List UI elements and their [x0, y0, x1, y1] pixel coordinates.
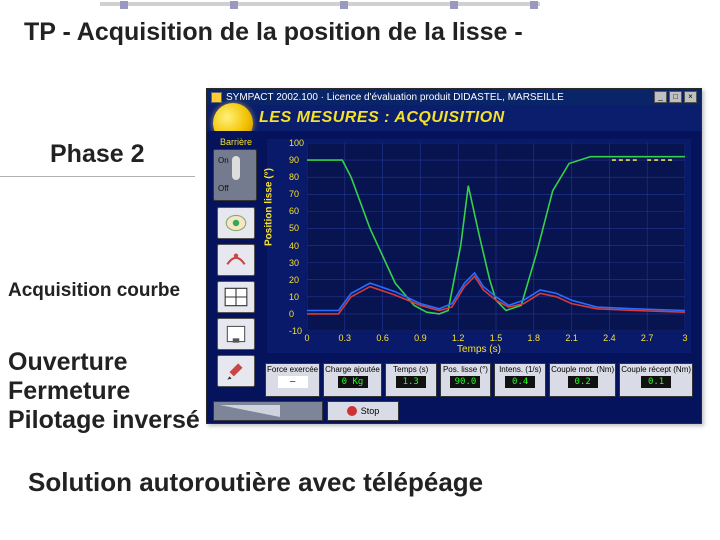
x-tick: 2.4 [603, 333, 616, 343]
status-cell: Intens. (1/s) 0.4 [494, 363, 546, 397]
app-icon [211, 92, 222, 103]
switch-on-label: On [218, 156, 229, 165]
x-tick: 0.6 [376, 333, 389, 343]
status-value: 0 Kg [338, 376, 368, 388]
status-value: 0.4 [505, 376, 535, 388]
status-header: Intens. (1/s) [499, 366, 541, 374]
x-tick: 0.3 [339, 333, 352, 343]
window-title: SYMPACT 2002.100 · Licence d'évaluation … [226, 92, 654, 103]
stop-icon [347, 406, 357, 416]
y-tick: 40 [289, 241, 299, 251]
x-tick: 0.9 [414, 333, 427, 343]
nav-dot [450, 1, 458, 9]
solution-title: Solution autoroutière avec télépéage [28, 467, 483, 498]
ramp-control[interactable] [213, 401, 323, 421]
left-controls: Barrière On Off [213, 137, 259, 383]
status-header: Temps (s) [393, 366, 428, 374]
status-header: Charge ajoutée [325, 366, 380, 374]
phase-underline [0, 176, 195, 177]
plot-area [307, 143, 685, 331]
y-axis-label: Position lisse (°) [264, 168, 275, 246]
workarea: Barrière On Off Position liss [207, 131, 701, 423]
status-cell: Couple mot. (Nm) 0.2 [549, 363, 616, 397]
barriere-switch[interactable]: On Off [213, 149, 257, 201]
y-tick: 60 [289, 206, 299, 216]
y-tick: 20 [289, 275, 299, 285]
y-tick: 10 [289, 292, 299, 302]
mode-ouverture: Ouverture [8, 348, 200, 377]
x-tick: 2.1 [565, 333, 578, 343]
tool-button-5[interactable] [217, 355, 255, 387]
tool-button-2[interactable] [217, 244, 255, 276]
status-header: Couple récept (Nm) [621, 366, 691, 374]
tool-button-4[interactable] [217, 318, 255, 350]
tool-button-1[interactable] [217, 207, 255, 239]
x-tick: 1.2 [452, 333, 465, 343]
status-row: Force exercée — Charge ajoutée 0 Kg Temps (s… [265, 363, 693, 397]
status-value: 0.2 [568, 376, 598, 388]
x-tick: 1.8 [528, 333, 541, 343]
y-tick: 90 [289, 155, 299, 165]
x-tick: 0 [304, 333, 309, 343]
status-cell: Pos. lisse (°) 90.0 [440, 363, 492, 397]
nav-dot [230, 1, 238, 9]
switch-off-label: Off [218, 184, 229, 193]
status-value: — [278, 376, 308, 388]
minimize-button[interactable]: _ [654, 91, 667, 103]
x-axis-label: Temps (s) [457, 344, 501, 355]
status-cell: Force exercée — [265, 363, 320, 397]
tool-button-3[interactable] [217, 281, 255, 313]
status-value: 0.1 [641, 376, 671, 388]
status-header: Couple mot. (Nm) [551, 366, 614, 374]
banner-text: LES MESURES : ACQUISITION [259, 109, 505, 127]
slide-top-nav [0, 0, 720, 10]
status-cell: Couple récept (Nm) 0.1 [619, 363, 693, 397]
acquisition-label: Acquisition courbe [8, 280, 180, 302]
y-tick: 80 [289, 172, 299, 182]
y-tick: 30 [289, 258, 299, 268]
mode-pilotage: Pilotage inversé [8, 406, 200, 435]
nav-dot [530, 1, 538, 9]
status-header: Pos. lisse (°) [443, 366, 488, 374]
bottom-controls: Stop [213, 401, 693, 421]
window-titlebar[interactable]: SYMPACT 2002.100 · Licence d'évaluation … [207, 89, 701, 105]
phase-title: Phase 2 [50, 140, 145, 169]
x-tick: 1.5 [490, 333, 503, 343]
x-tick: 3 [682, 333, 687, 343]
nav-dot [120, 1, 128, 9]
chart-panel: Position lisse (°) Temps (s) -1001020304… [267, 139, 691, 353]
close-button[interactable]: × [684, 91, 697, 103]
slide-title: TP - Acquisition de la position de la li… [24, 18, 523, 47]
stop-label: Stop [361, 406, 380, 416]
status-header: Force exercée [267, 366, 318, 374]
y-tick: 0 [289, 309, 294, 319]
modes-list: Ouverture Fermeture Pilotage inversé [8, 348, 200, 434]
maximize-button[interactable]: □ [669, 91, 682, 103]
mode-fermeture: Fermeture [8, 377, 200, 406]
y-tick: -10 [289, 326, 302, 336]
barriere-label: Barrière [213, 137, 259, 147]
x-tick: 2.7 [641, 333, 654, 343]
status-value: 90.0 [450, 376, 480, 388]
y-tick: 70 [289, 189, 299, 199]
status-value: 1.3 [396, 376, 426, 388]
banner: LES MESURES : ACQUISITION [207, 105, 701, 131]
status-cell: Temps (s) 1.3 [385, 363, 437, 397]
stop-button[interactable]: Stop [327, 401, 399, 421]
sympact-window: SYMPACT 2002.100 · Licence d'évaluation … [206, 88, 702, 424]
y-tick: 50 [289, 223, 299, 233]
nav-dot [340, 1, 348, 9]
status-cell: Charge ajoutée 0 Kg [323, 363, 382, 397]
y-tick: 100 [289, 138, 304, 148]
